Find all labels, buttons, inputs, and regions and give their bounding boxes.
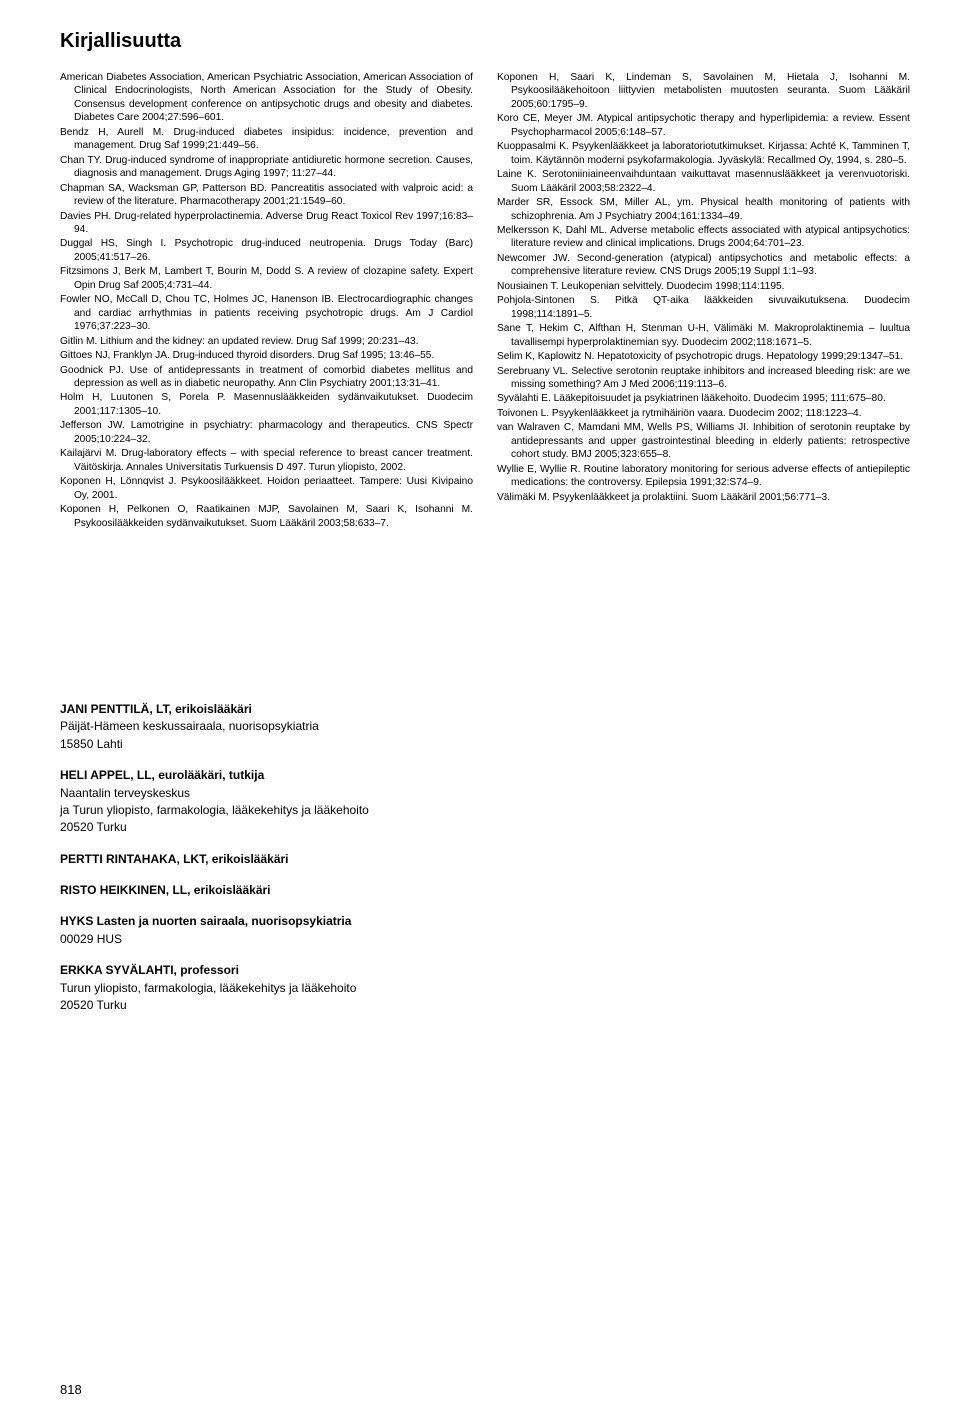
reference-entry: Duggal HS, Singh I. Psychotropic drug-in… — [60, 237, 473, 264]
reference-entry: Fitzsimons J, Berk M, Lambert T, Bourin … — [60, 265, 473, 292]
reference-entry: Selim K, Kaplowitz N. Hepatotoxicity of … — [497, 350, 910, 363]
reference-entry: Chan TY. Drug-induced syndrome of inappr… — [60, 154, 473, 181]
author-affiliation: 20520 Turku — [60, 997, 910, 1014]
reference-entry: Välimäki M. Psyykenlääkkeet ja prolaktii… — [497, 491, 910, 504]
references-left-column: American Diabetes Association, American … — [60, 71, 473, 531]
reference-entry: Jefferson JW. Lamotrigine in psychiatry:… — [60, 419, 473, 446]
author-name: ERKKA SYVÄLAHTI, professori — [60, 962, 910, 979]
reference-entry: Toivonen L. Psyykenlääkkeet ja rytmihäir… — [497, 407, 910, 420]
references-columns: American Diabetes Association, American … — [60, 71, 910, 531]
references-right-column: Koponen H, Saari K, Lindeman S, Savolain… — [497, 71, 910, 531]
reference-entry: Laine K. Serotoniiniaineenvaihduntaan va… — [497, 168, 910, 195]
author-name: RISTO HEIKKINEN, LL, erikoislääkäri — [60, 882, 910, 899]
reference-entry: Marder SR, Essock SM, Miller AL, ym. Phy… — [497, 196, 910, 223]
author-affiliation: Turun yliopisto, farmakologia, lääkekehi… — [60, 980, 910, 997]
author-name: PERTTI RINTAHAKA, LKT, erikoislääkäri — [60, 851, 910, 868]
reference-entry: Melkersson K, Dahl ML. Adverse metabolic… — [497, 224, 910, 251]
reference-entry: Gitlin M. Lithium and the kidney: an upd… — [60, 335, 473, 348]
authors-section: JANI PENTTILÄ, LT, erikoislääkäriPäijät-… — [60, 701, 910, 1014]
author-affiliation: Päijät-Hämeen keskussairaala, nuorisopsy… — [60, 718, 910, 735]
reference-entry: Syvälahti E. Lääkepitoisuudet ja psykiat… — [497, 392, 910, 405]
author-affiliation: 15850 Lahti — [60, 736, 910, 753]
reference-entry: Sane T, Hekim C, Alfthan H, Stenman U-H,… — [497, 322, 910, 349]
reference-entry: Kailajärvi M. Drug-laboratory effects – … — [60, 447, 473, 474]
reference-entry: Koro CE, Meyer JM. Atypical antipsychoti… — [497, 112, 910, 139]
reference-entry: Holm H, Luutonen S, Porela P. Masennuslä… — [60, 391, 473, 418]
reference-entry: Serebruany VL. Selective serotonin reupt… — [497, 365, 910, 392]
author-affiliation: Naantalin terveyskeskus — [60, 785, 910, 802]
reference-entry: Bendz H, Aurell M. Drug-induced diabetes… — [60, 126, 473, 153]
reference-entry: Davies PH. Drug-related hyperprolactinem… — [60, 210, 473, 237]
reference-entry: Koponen H, Saari K, Lindeman S, Savolain… — [497, 71, 910, 111]
author-affiliation: ja Turun yliopisto, farmakologia, lääkek… — [60, 802, 910, 819]
author-block: HYKS Lasten ja nuorten sairaala, nuoriso… — [60, 913, 910, 948]
author-name: HYKS Lasten ja nuorten sairaala, nuoriso… — [60, 913, 910, 930]
author-block: RISTO HEIKKINEN, LL, erikoislääkäri — [60, 882, 910, 899]
author-name: JANI PENTTILÄ, LT, erikoislääkäri — [60, 701, 910, 718]
page-number: 818 — [60, 1382, 82, 1397]
reference-entry: Wyllie E, Wyllie R. Routine laboratory m… — [497, 463, 910, 490]
reference-entry: Goodnick PJ. Use of antidepressants in t… — [60, 364, 473, 391]
author-block: ERKKA SYVÄLAHTI, professoriTurun yliopis… — [60, 962, 910, 1014]
author-block: JANI PENTTILÄ, LT, erikoislääkäriPäijät-… — [60, 701, 910, 753]
section-title: Kirjallisuutta — [60, 30, 910, 53]
author-affiliation: 20520 Turku — [60, 819, 910, 836]
author-block: PERTTI RINTAHAKA, LKT, erikoislääkäri — [60, 851, 910, 868]
reference-entry: Koponen H, Lönnqvist J. Psykoosilääkkeet… — [60, 475, 473, 502]
reference-entry: American Diabetes Association, American … — [60, 71, 473, 125]
reference-entry: Pohjola-Sintonen S. Pitkä QT-aika lääkke… — [497, 294, 910, 321]
author-block: HELI APPEL, LL, eurolääkäri, tutkijaNaan… — [60, 767, 910, 837]
reference-entry: Gittoes NJ, Franklyn JA. Drug-induced th… — [60, 349, 473, 362]
author-name: HELI APPEL, LL, eurolääkäri, tutkija — [60, 767, 910, 784]
reference-entry: Koponen H, Pelkonen O, Raatikainen MJP, … — [60, 503, 473, 530]
reference-entry: Nousiainen T. Leukopenian selvittely. Du… — [497, 280, 910, 293]
reference-entry: Fowler NO, McCall D, Chou TC, Holmes JC,… — [60, 293, 473, 333]
reference-entry: Newcomer JW. Second-generation (atypical… — [497, 252, 910, 279]
author-affiliation: 00029 HUS — [60, 931, 910, 948]
reference-entry: Kuoppasalmi K. Psyykenlääkkeet ja labora… — [497, 140, 910, 167]
reference-entry: Chapman SA, Wacksman GP, Patterson BD. P… — [60, 182, 473, 209]
reference-entry: van Walraven C, Mamdani MM, Wells PS, Wi… — [497, 421, 910, 461]
